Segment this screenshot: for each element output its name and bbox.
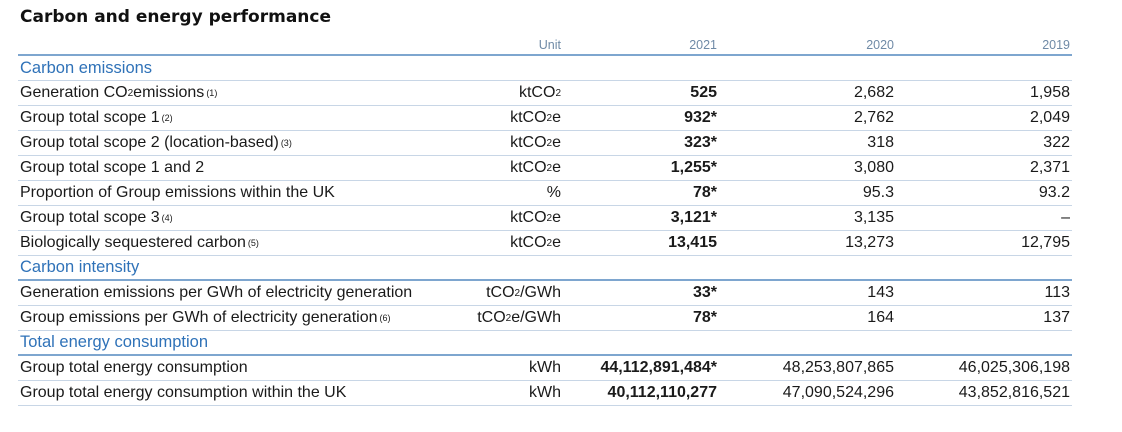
value-2021: 525 bbox=[690, 84, 717, 101]
value-2020: 318 bbox=[867, 134, 894, 151]
row-label: Group total scope 1 (2) bbox=[20, 109, 173, 126]
value-2019: 2,049 bbox=[1029, 109, 1070, 126]
footnote-ref: (3) bbox=[280, 138, 292, 148]
row-unit: tCO 2/GWh bbox=[486, 284, 561, 301]
table-row: Generation CO 2 emissions (1) ktCO 2 525 2,… bbox=[18, 81, 1072, 106]
footnote-ref: (1) bbox=[206, 88, 218, 98]
row-label: Group total energy consumption bbox=[20, 359, 248, 376]
section-label: Carbon emissions bbox=[20, 58, 153, 77]
value-2019: 322 bbox=[1043, 134, 1070, 151]
table-row: Group total scope 1 (2) ktCO 2 e 932* 2,762… bbox=[18, 106, 1072, 131]
table-header-row: Unit 2021 2020 2019 bbox=[18, 34, 1072, 56]
row-unit: ktCO 2 e bbox=[510, 134, 561, 151]
table-row: Generation emissions per GWh of electric… bbox=[18, 281, 1072, 306]
value-2019: 113 bbox=[1044, 284, 1070, 301]
table-row: Biologically sequestered carbon (5) ktCO 2… bbox=[18, 231, 1072, 256]
row-unit: ktCO 2 e bbox=[510, 234, 561, 251]
section-label: Carbon intensity bbox=[20, 258, 140, 276]
row-unit: ktCO 2 e bbox=[510, 109, 561, 126]
header-unit: Unit bbox=[538, 38, 561, 52]
value-2020: 13,273 bbox=[845, 234, 894, 251]
section-label: Total energy consumption bbox=[20, 333, 209, 351]
row-label: Proportion of Group emissions within the… bbox=[20, 184, 335, 201]
value-2020: 164 bbox=[867, 309, 894, 326]
row-unit: tCO 2 e/GWh bbox=[477, 309, 561, 326]
value-2021: 78* bbox=[692, 309, 717, 326]
row-label: Biologically sequestered carbon (5) bbox=[20, 234, 259, 251]
row-unit: ktCO 2 bbox=[518, 84, 561, 101]
row-unit: % bbox=[546, 184, 561, 201]
row-label: Group emissions per GWh of electricity g… bbox=[20, 309, 391, 326]
value-2020: 2,682 bbox=[853, 84, 894, 101]
row-unit: ktCO 2 e bbox=[510, 159, 561, 176]
value-2020: 48,253,807,865 bbox=[782, 359, 894, 376]
value-2021: 40,112,110,277 bbox=[607, 384, 717, 401]
section-total-energy: Total energy consumption bbox=[18, 331, 1072, 356]
value-2020: 2,762 bbox=[853, 109, 894, 126]
header-2019: 2019 bbox=[1042, 38, 1070, 52]
value-2019: 93.2 bbox=[1038, 184, 1070, 201]
row-label: Group total scope 3 (4) bbox=[20, 209, 173, 226]
value-2020: 3,135 bbox=[853, 209, 894, 226]
table-row: Group total energy consumption within th… bbox=[18, 381, 1072, 406]
section-carbon-emissions: Carbon emissions bbox=[18, 56, 1072, 81]
table-row: Group total scope 1 and 2 ktCO 2 e 1,255* … bbox=[18, 156, 1072, 181]
row-unit: ktCO 2 e bbox=[510, 209, 561, 226]
section-carbon-intensity: Carbon intensity bbox=[18, 256, 1072, 281]
value-2019: 1,958 bbox=[1029, 84, 1070, 101]
value-2021: 13,415 bbox=[668, 234, 717, 251]
value-2019: 137 bbox=[1043, 309, 1070, 326]
value-2021: 44,112,891,484* bbox=[600, 359, 717, 376]
footnote-ref: (6) bbox=[379, 313, 391, 323]
performance-table: Unit 2021 2020 2019 Carbon emissions Gen… bbox=[18, 34, 1072, 406]
row-label: Group total scope 1 and 2 bbox=[20, 159, 205, 176]
value-2021: 1,255* bbox=[670, 159, 717, 176]
value-2020: 143 bbox=[867, 284, 894, 301]
value-2021: 3,121* bbox=[670, 209, 717, 226]
row-label: Group total energy consumption within th… bbox=[20, 384, 347, 401]
value-2020: 47,090,524,296 bbox=[782, 384, 894, 401]
value-2020: 95.3 bbox=[862, 184, 894, 201]
table-row: Group total energy consumption kWh 44,11… bbox=[18, 356, 1072, 381]
value-2021: 78* bbox=[692, 184, 717, 201]
value-2021: 323* bbox=[684, 134, 717, 151]
value-2020: 3,080 bbox=[853, 159, 894, 176]
table-row: Group total scope 2 (location-based) (3) … bbox=[18, 131, 1072, 156]
value-2021: 932* bbox=[684, 109, 717, 126]
footnote-ref: (5) bbox=[247, 238, 259, 248]
row-label: Generation emissions per GWh of electric… bbox=[20, 284, 413, 301]
footnote-ref: (4) bbox=[161, 213, 173, 223]
page-title: Carbon and energy performance bbox=[20, 7, 332, 27]
value-2019: – bbox=[1061, 209, 1070, 226]
row-label: Group total scope 2 (location-based) (3) bbox=[20, 134, 292, 151]
value-2019: 43,852,816,521 bbox=[958, 384, 1070, 401]
row-unit: kWh bbox=[529, 384, 561, 401]
value-2019: 2,371 bbox=[1029, 159, 1070, 176]
value-2019: 46,025,306,198 bbox=[958, 359, 1070, 376]
table-row: Group emissions per GWh of electricity g… bbox=[18, 306, 1072, 331]
value-2021: 33* bbox=[692, 284, 717, 301]
row-label: Generation CO 2 emissions (1) bbox=[20, 84, 218, 101]
footnote-ref: (2) bbox=[161, 113, 173, 123]
row-unit: kWh bbox=[529, 359, 561, 376]
header-2020: 2020 bbox=[866, 38, 894, 52]
value-2019: 12,795 bbox=[1021, 234, 1070, 251]
table-row: Proportion of Group emissions within the… bbox=[18, 181, 1072, 206]
table-row: Group total scope 3 (4) ktCO 2 e 3,121* 3,1… bbox=[18, 206, 1072, 231]
header-2021: 2021 bbox=[689, 38, 717, 52]
